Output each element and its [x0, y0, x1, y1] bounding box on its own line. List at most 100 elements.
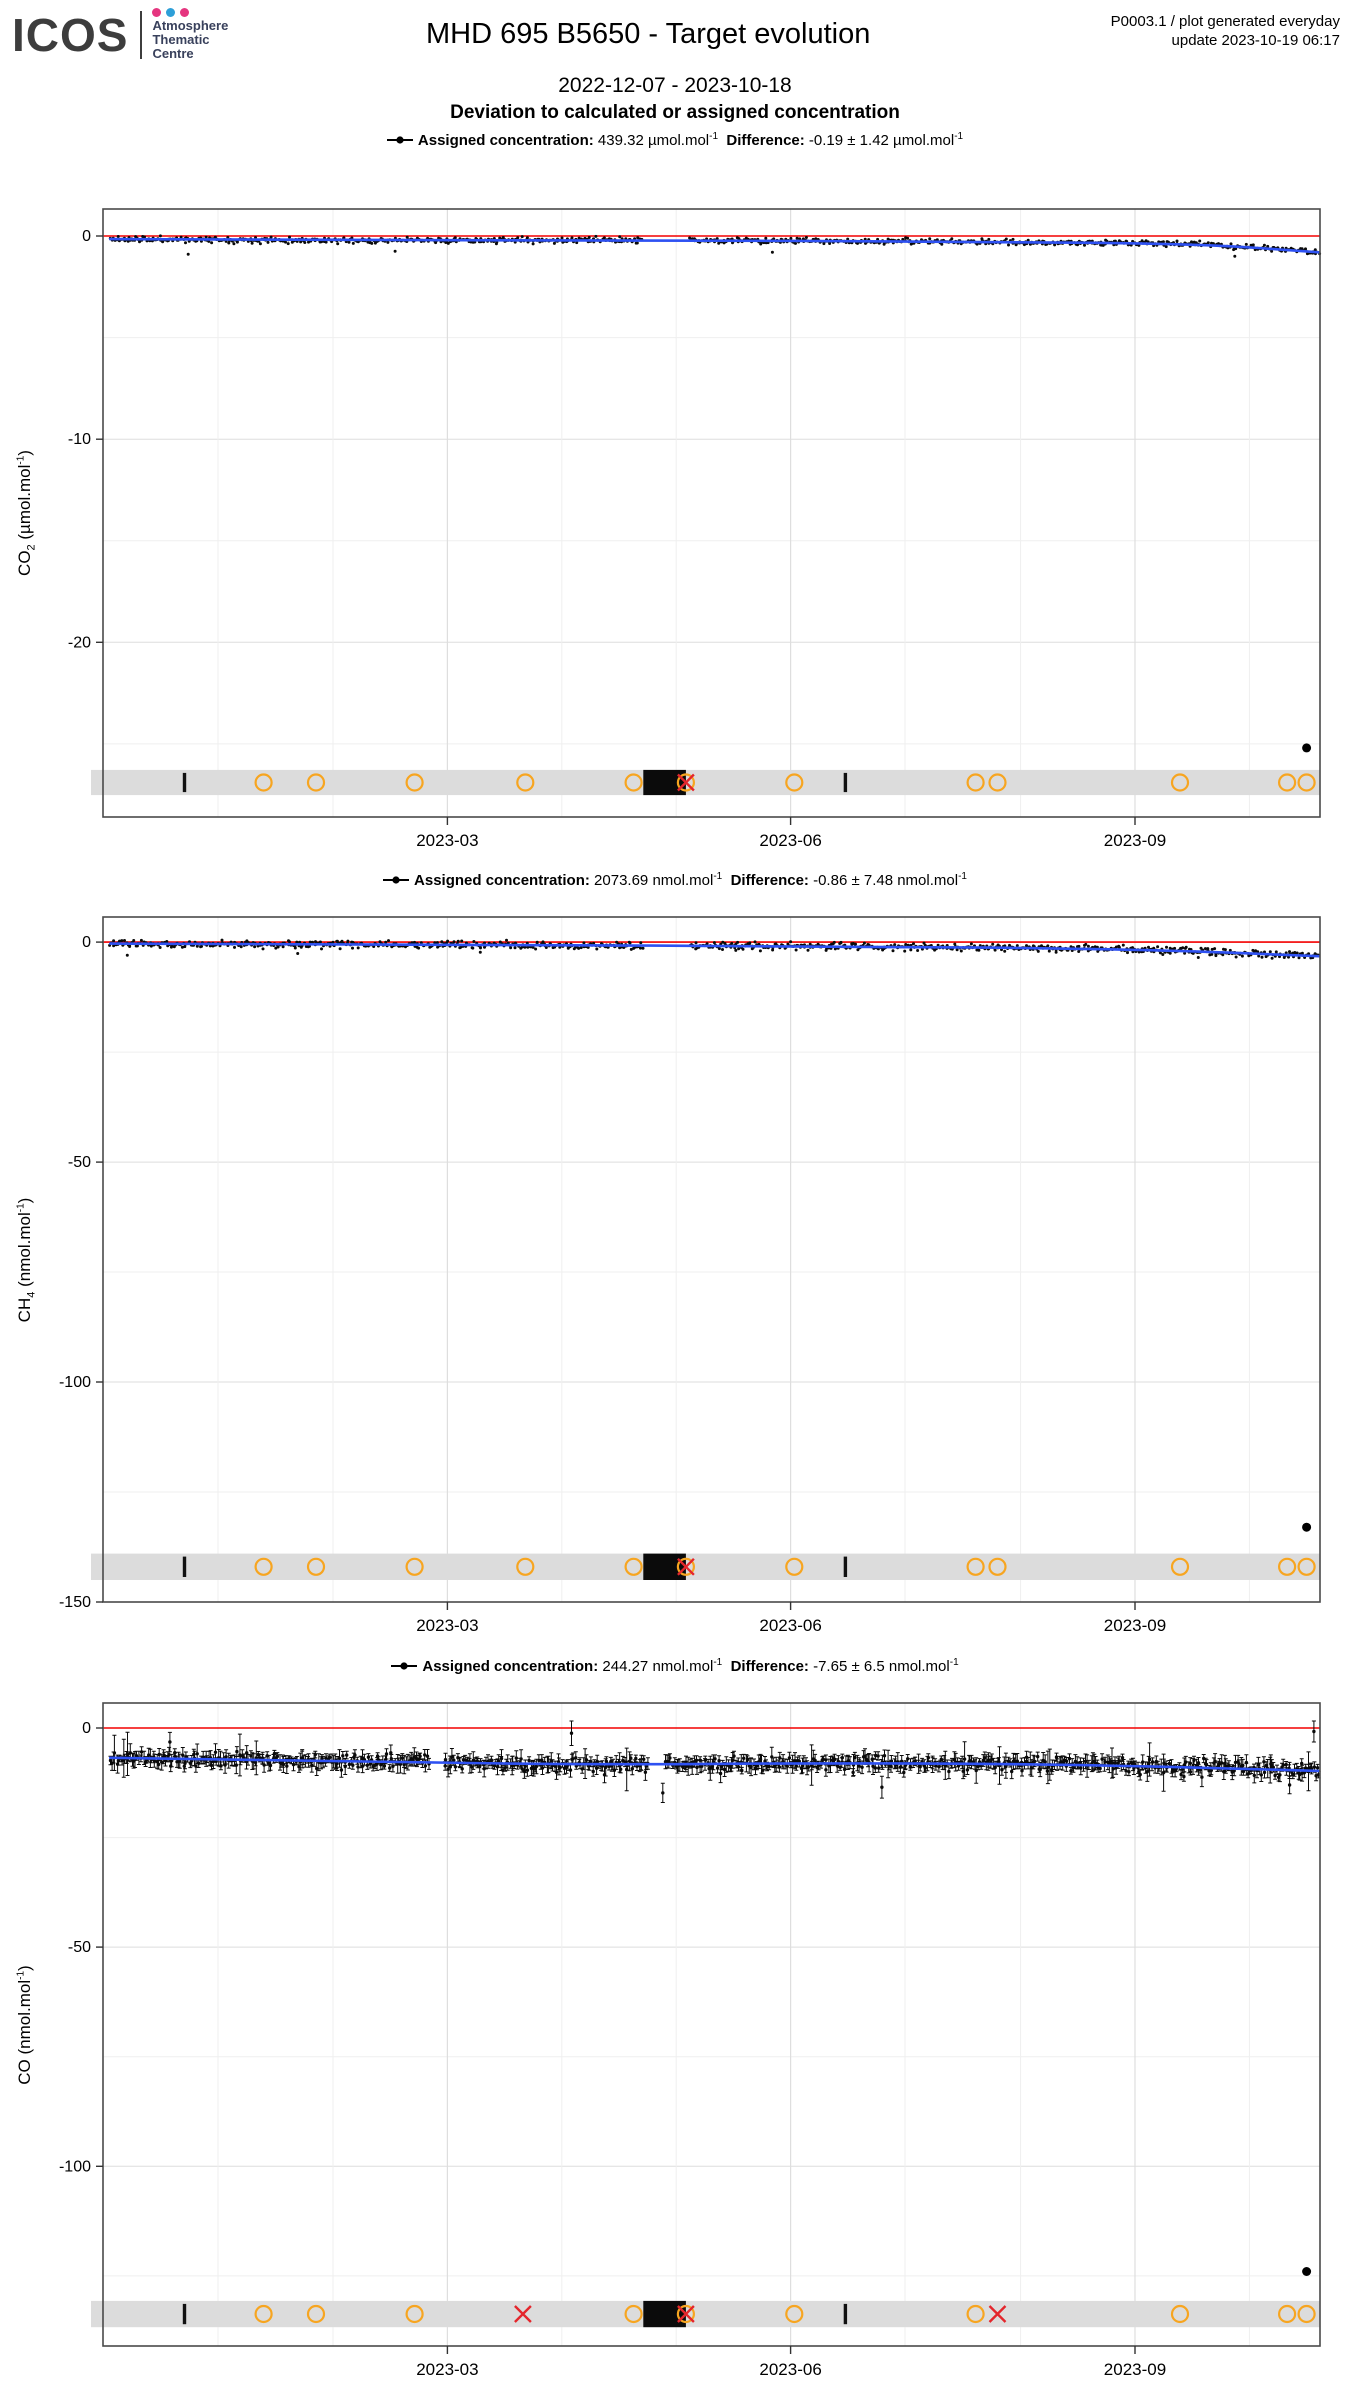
outlier-point [1302, 2267, 1312, 2276]
assigned-label: Assigned concentration: [422, 1657, 599, 1675]
ch4-y-axis-label: CH4 (nmol.mol-1) [15, 1197, 38, 1322]
qc-cross [677, 1557, 695, 1576]
qc-black-box [643, 1553, 686, 1580]
ch4-panel: CH4 (nmol.mol-1) 0 -50 -100 -150 2023-03 2023… [0, 892, 1350, 1654]
qc-circle [624, 2304, 643, 2324]
y-tick-label: -50 [68, 1939, 91, 1956]
assigned-value: 439.32 [597, 131, 644, 149]
co2-y-axis-label: CO2 (µmol.mol-1) [15, 450, 38, 576]
qc-tick [182, 772, 187, 793]
qc-black-box [643, 769, 686, 796]
ch4-plot: 0 -50 -100 -150 2023-03 2023-06 2023-09 [59, 916, 1321, 1635]
qc-circle [254, 1557, 273, 1576]
legend-line-dot-icon [391, 1662, 418, 1670]
y-tick-label: 0 [82, 228, 91, 245]
qc-circle [624, 1557, 643, 1576]
x-tick-label: 2023-03 [416, 831, 478, 850]
qc-circle [405, 773, 424, 792]
y-tick-label: 0 [82, 1720, 91, 1737]
logo-unit-line3: Centre [152, 46, 194, 61]
qc-circle [306, 1557, 326, 1576]
panel-border [102, 208, 1321, 818]
assigned-unit: nmol.mol [652, 1657, 714, 1675]
gridlines [103, 1703, 1320, 2346]
logo-divider [140, 10, 143, 59]
co2-panel: CO2 (µmol.mol-1) 0 -10 -20 2023-03 2023-06 20… [0, 152, 1350, 868]
date-range-subtitle: 2022-12-07 - 2023-10-18 [558, 74, 792, 97]
qc-circle [1277, 1557, 1297, 1576]
qc-circle [405, 2304, 424, 2324]
qc-circle [405, 1557, 424, 1576]
legend-line-dot-icon [383, 876, 410, 884]
panel-border [102, 1702, 1321, 2347]
qc-circle [785, 2304, 804, 2324]
qc-cross [677, 773, 695, 792]
difference-label: Difference: [730, 871, 809, 889]
icos-logo-text: ICOS [12, 8, 129, 61]
assigned-label: Assigned concentration: [417, 131, 594, 149]
y-tick-label: 0 [82, 934, 91, 951]
qc-band [91, 769, 1320, 796]
difference-unit: µmol.mol [893, 131, 955, 149]
y-tick-label: -50 [68, 1154, 91, 1171]
trend-line [109, 942, 1321, 958]
qc-circle [1170, 2304, 1190, 2324]
icos-logo: ICOS Atmosphere Thematic Centre [12, 8, 228, 61]
qc-circle [1297, 2304, 1316, 2324]
qc-circle [966, 1557, 985, 1576]
qc-circle [516, 773, 535, 792]
x-tick-label: 2023-03 [416, 1616, 478, 1635]
qc-band [91, 1553, 1320, 1580]
trend-line [109, 237, 1321, 254]
qc-circle [785, 773, 804, 792]
difference-label: Difference: [726, 131, 805, 149]
outlier-point [1302, 743, 1312, 753]
assigned-value: 244.27 [602, 1657, 649, 1675]
qc-circle [1170, 773, 1190, 792]
qc-cross [988, 2305, 1007, 2323]
meta-line-2: update 2023-10-19 06:17 [1171, 32, 1340, 49]
plot-meta: P0003.1 / plot generated everyday update… [1068, 12, 1340, 50]
assigned-unit: nmol.mol [652, 871, 714, 889]
qc-circle [306, 773, 326, 792]
qc-tick [182, 1556, 187, 1577]
panel-border [102, 916, 1321, 1603]
ch4-legend: Assigned concentration: 2073.69 nmol.mol… [0, 868, 1350, 892]
x-tick-label: 2023-06 [759, 831, 821, 850]
page-header: ICOS Atmosphere Thematic Centre MHD 695 … [0, 0, 1350, 70]
co2-legend: Assigned concentration: 439.32 µmol.mol-… [0, 128, 1350, 152]
y-tick-label: -100 [59, 2158, 91, 2175]
assigned-label: Assigned concentration: [414, 871, 590, 889]
difference-value: -0.86 ± 7.48 [813, 871, 894, 889]
y-tick-label: -100 [59, 1374, 91, 1391]
qc-tick [182, 2303, 187, 2325]
qc-cross [677, 2305, 695, 2323]
difference-value: -7.65 ± 6.5 [813, 1657, 885, 1675]
x-tick-label: 2023-09 [1104, 1616, 1166, 1635]
qc-circle [988, 1557, 1007, 1576]
gridlines [103, 209, 1320, 817]
difference-label: Difference: [730, 1657, 809, 1675]
logo-unit-line2: Thematic [152, 32, 210, 47]
assigned-unit: µmol.mol [647, 131, 710, 149]
outlier-point [1302, 1522, 1312, 1532]
qc-circle [785, 1557, 804, 1576]
qc-band [91, 2300, 1320, 2328]
qc-circle [624, 773, 643, 792]
qc-tick [843, 2303, 848, 2325]
difference-unit: nmol.mol [897, 871, 959, 889]
qc-circle [254, 2304, 273, 2324]
qc-circle [966, 2304, 985, 2324]
logo-dots-icon [152, 8, 228, 17]
y-tick-label: -150 [59, 1594, 91, 1611]
qc-tick [843, 1556, 848, 1577]
co-legend: Assigned concentration: 244.27 nmol.mol -… [0, 1654, 1350, 1678]
qc-tick [843, 772, 848, 793]
qc-circle [966, 773, 985, 792]
qc-circle [676, 2304, 696, 2324]
qc-circle [306, 2304, 326, 2324]
difference-value: -0.19 ± 1.42 [808, 131, 889, 149]
qc-circle [676, 1557, 696, 1576]
co-panel: CO (nmol.mol-1) 0 -50 -100 2023-03 2023-06 20… [0, 1678, 1350, 2384]
